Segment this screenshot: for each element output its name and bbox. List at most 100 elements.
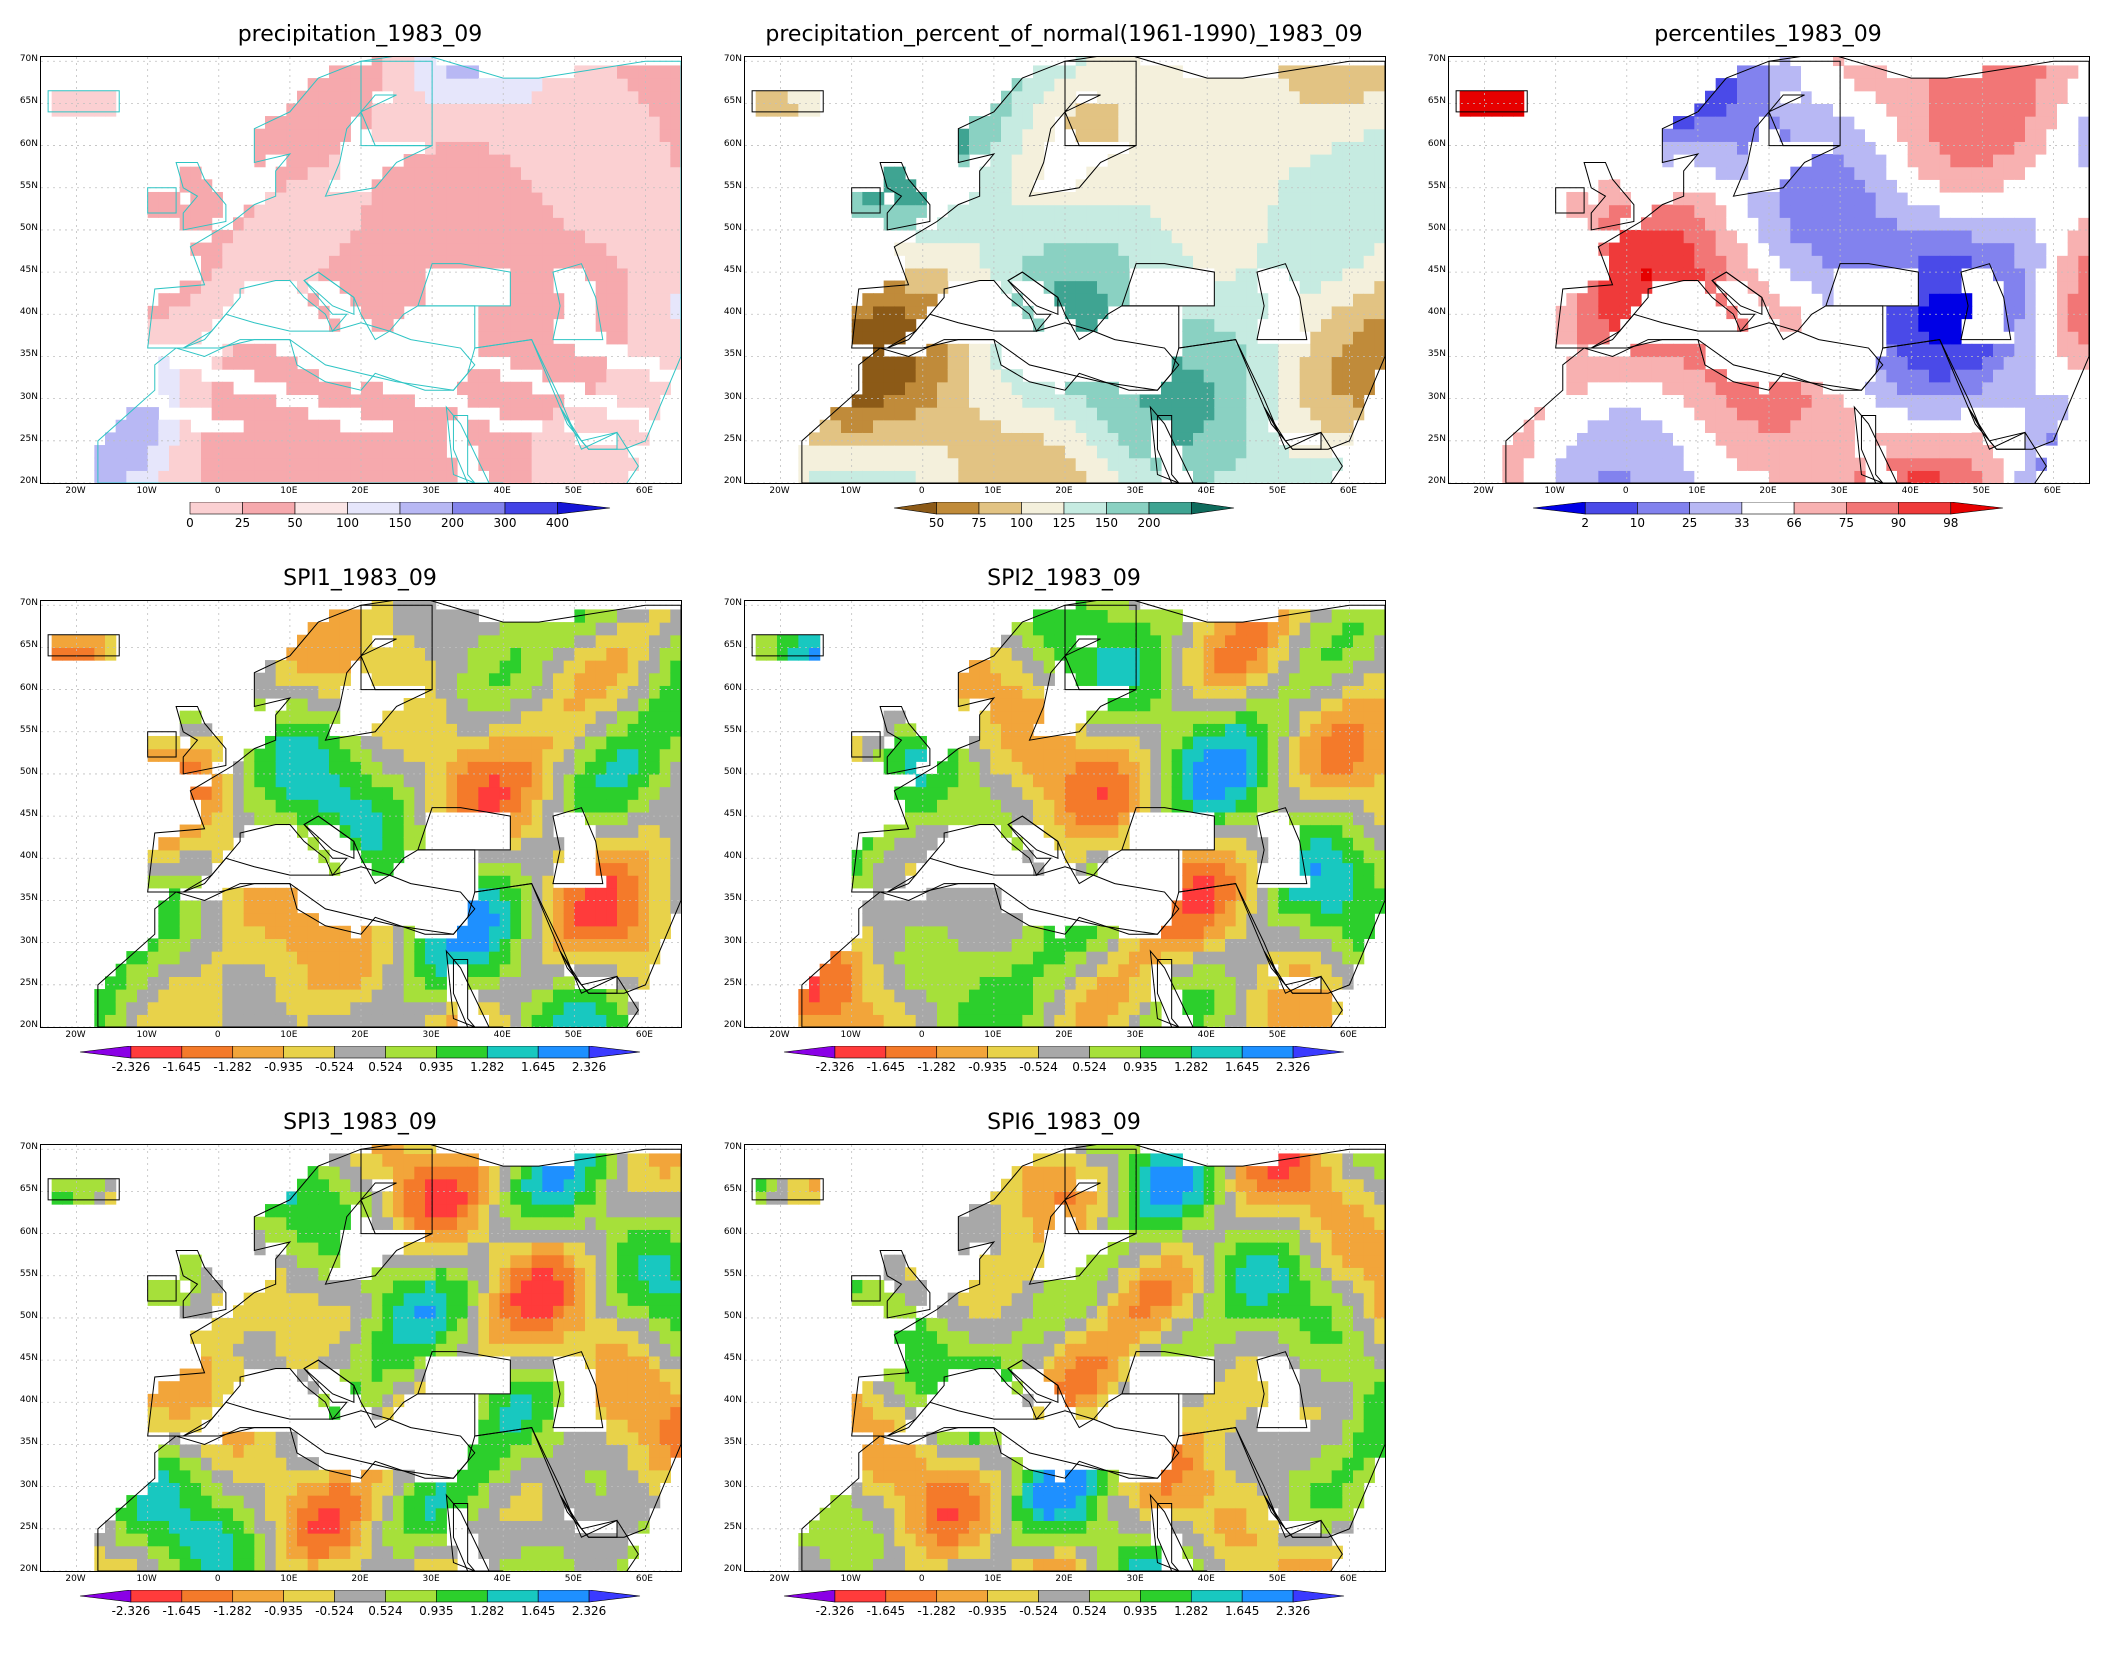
field-cell (1876, 91, 1887, 104)
field-cell (1940, 243, 1951, 256)
field-cell (1908, 470, 1919, 483)
field-cell (1833, 432, 1844, 445)
field-cell (1726, 243, 1737, 256)
field-cell (1609, 394, 1620, 407)
field-cell (500, 698, 511, 711)
field-cell (585, 787, 596, 800)
field-cell (468, 116, 479, 129)
field-cell (73, 91, 84, 104)
field-cell (1769, 192, 1780, 205)
field-cell (1876, 192, 1887, 205)
field-cell (393, 205, 404, 218)
field-cell (1332, 394, 1343, 407)
field-cell (404, 217, 415, 230)
field-cell (596, 470, 607, 483)
field-cell (308, 976, 319, 989)
field-cell (318, 420, 329, 433)
field-cell (521, 217, 532, 230)
field-cell (1609, 407, 1620, 420)
field-cell (1225, 420, 1236, 433)
field-cell (532, 154, 543, 167)
field-cell (1268, 243, 1279, 256)
field-cell (1865, 394, 1876, 407)
field-cell (1886, 154, 1897, 167)
field-cell (1140, 243, 1151, 256)
field-cell (2068, 369, 2079, 382)
field-cell (404, 103, 415, 116)
field-cell (393, 445, 404, 458)
field-cell (980, 179, 991, 192)
field-cell (489, 382, 500, 395)
field-cell (1652, 470, 1663, 483)
field-cell (1694, 129, 1705, 142)
field-cell (2057, 141, 2068, 154)
field-cell (2014, 319, 2025, 332)
field-cell (628, 103, 639, 116)
field-cell (532, 141, 543, 154)
field-cell (1214, 458, 1225, 471)
field-cell (1044, 205, 1055, 218)
field-cell (905, 306, 916, 319)
field-cell (542, 78, 553, 91)
field-cell (1929, 116, 1940, 129)
field-cell (350, 91, 361, 104)
field-cell (276, 1002, 287, 1015)
field-cell (2036, 205, 2047, 218)
field-cell (180, 445, 191, 458)
field-cell (212, 230, 223, 243)
field-cell (1364, 78, 1375, 91)
field-cell (510, 116, 521, 129)
field-cell (297, 1002, 308, 1015)
field-cell (617, 205, 628, 218)
field-cell (286, 129, 297, 142)
field-cell (350, 799, 361, 812)
field-cell (489, 926, 500, 939)
colorbar-label: 25 (1660, 516, 1720, 530)
field-cell (1022, 243, 1033, 256)
field-cell (873, 420, 884, 433)
field-cell (873, 293, 884, 306)
field-cell (1726, 445, 1737, 458)
field-cell (2004, 103, 2015, 116)
field-cell (1854, 91, 1865, 104)
field-cell (1044, 217, 1055, 230)
field-cell (1993, 65, 2004, 78)
field-cell (318, 749, 329, 762)
field-cell (660, 217, 671, 230)
field-cell (2025, 116, 2036, 129)
field-cell (574, 420, 585, 433)
field-cell (361, 825, 372, 838)
field-cell (1716, 192, 1727, 205)
field-cell (1673, 344, 1684, 357)
field-cell (425, 749, 436, 762)
field-cell (116, 445, 127, 458)
field-cell (1118, 268, 1129, 281)
field-cell (1118, 420, 1129, 433)
field-cell (382, 622, 393, 635)
field-cell (1300, 103, 1311, 116)
field-cell (286, 192, 297, 205)
field-cell (372, 470, 383, 483)
field-cell (1886, 91, 1897, 104)
field-cell (1641, 407, 1652, 420)
field-cell (329, 647, 340, 660)
field-cell (862, 394, 873, 407)
field-cell (1076, 382, 1087, 395)
field-cell (446, 78, 457, 91)
field-cell (446, 243, 457, 256)
field-cell (265, 230, 276, 243)
field-cell (1620, 458, 1631, 471)
field-cell (2025, 243, 2036, 256)
field-cell (1620, 420, 1631, 433)
field-cell (1374, 103, 1385, 116)
field-cell (276, 445, 287, 458)
field-cell (1833, 65, 1844, 78)
field-cell (894, 394, 905, 407)
field-cell (1982, 179, 1993, 192)
field-cell (1833, 129, 1844, 142)
field-cell (1108, 281, 1119, 294)
field-cell (1982, 141, 1993, 154)
field-cell (1737, 407, 1748, 420)
field-cell (649, 154, 660, 167)
field-cell (116, 458, 127, 471)
